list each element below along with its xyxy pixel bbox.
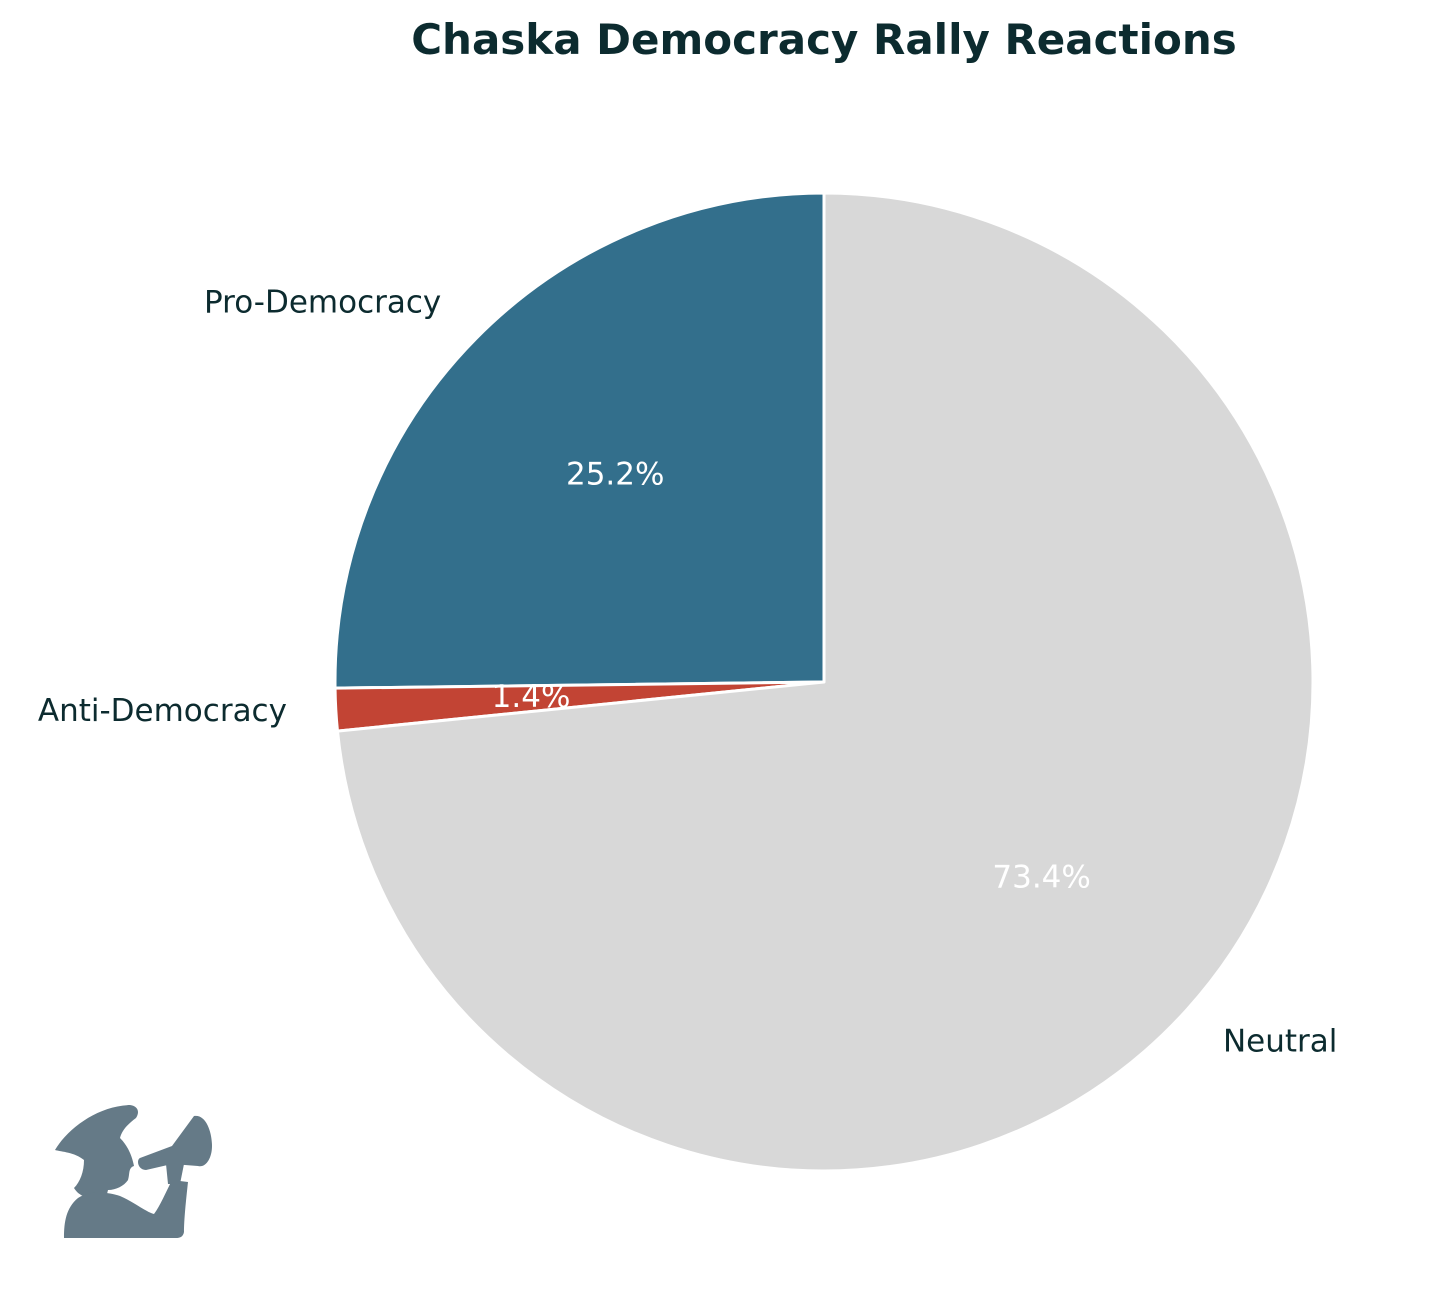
category-labels: Pro-Democracy Anti-Democracy Neutral <box>38 285 1338 1060</box>
percentage-labels: 25.2% 1.4% 73.4% <box>492 456 1091 895</box>
slice-value-label-pro-democracy: 25.2% <box>566 456 664 492</box>
slice-value-label-neutral: 73.4% <box>992 859 1090 895</box>
pie-slice-pro-democracy <box>333 191 826 690</box>
chart-title: Chaska Democracy Rally Reactions <box>411 15 1237 64</box>
pie-slices <box>333 191 1315 1173</box>
slice-value-label-anti-democracy: 1.4% <box>492 679 571 715</box>
slice-label-neutral: Neutral <box>1223 1023 1337 1059</box>
slice-label-pro-democracy: Pro-Democracy <box>204 285 441 321</box>
slice-label-anti-democracy: Anti-Democracy <box>38 693 287 729</box>
pie-slice-neutral <box>335 191 1315 1173</box>
protester-megaphone-icon <box>55 1105 212 1238</box>
